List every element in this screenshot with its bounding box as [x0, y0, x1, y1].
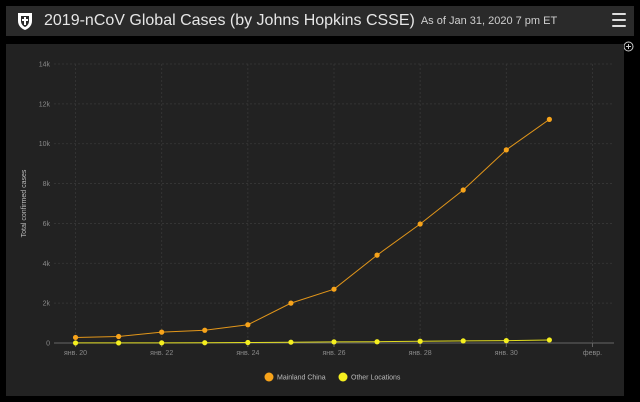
- data-point-1: [202, 340, 208, 346]
- data-point-1: [460, 338, 466, 344]
- data-point-0: [417, 221, 423, 227]
- legend-marker-1: [338, 372, 348, 382]
- data-point-1: [72, 340, 79, 346]
- y-tick-label: 4k: [43, 261, 51, 268]
- y-axis-title: Total confirmed cases: [21, 169, 28, 237]
- data-point-1: [116, 340, 122, 346]
- legend-marker-0: [264, 372, 274, 382]
- x-tick-label: февр.: [583, 350, 602, 357]
- data-point-0: [288, 300, 294, 306]
- data-point-1: [331, 339, 337, 345]
- data-point-0: [245, 322, 251, 328]
- series-line-1: [75, 339, 550, 344]
- y-tick-label: 14k: [39, 62, 51, 69]
- data-point-0: [460, 187, 466, 193]
- x-tick-label: янв. 30: [495, 350, 518, 357]
- data-point-1: [503, 338, 509, 344]
- legend-label-0: Mainland China: [277, 375, 326, 382]
- x-tick-label: янв. 22: [150, 350, 173, 357]
- y-tick-label: 2k: [43, 301, 51, 308]
- x-tick-label: янв. 24: [236, 350, 259, 357]
- y-tick-label: 12k: [39, 101, 51, 108]
- as-of-timestamp: As of Jan 31, 2020 7 pm ET: [420, 15, 558, 27]
- series-line-0: [75, 118, 550, 338]
- data-point-0: [116, 333, 122, 340]
- dashboard-header: 2019-nCoV Global Cases (by Johns Hopkins…: [6, 6, 634, 36]
- legend-label-1: Other Locations: [351, 375, 401, 382]
- chart-panel: 0 2k 4k 6k 8k 10k 12k 14k янв. 20 янв. 22 янв. 24 я…: [6, 44, 624, 396]
- x-tick-label: янв. 26: [322, 350, 345, 357]
- data-point-0: [546, 116, 552, 122]
- jhu-shield-icon: [14, 10, 36, 32]
- data-point-0: [374, 252, 380, 258]
- data-point-1: [374, 339, 380, 345]
- data-point-0: [503, 147, 509, 153]
- x-tick-label: янв. 28: [409, 350, 432, 357]
- dashboard-title: 2019-nCoV Global Cases (by Johns Hopkins…: [44, 12, 415, 29]
- data-point-1: [546, 337, 552, 343]
- cases-line-chart: 0 2k 4k 6k 8k 10k 12k 14k янв. 20 янв. 22 янв. 24 я…: [21, 62, 614, 382]
- data-point-1: [159, 340, 165, 346]
- data-point-1: [288, 339, 294, 345]
- data-point-0: [159, 329, 165, 335]
- data-point-0: [202, 327, 208, 333]
- data-point-1: [245, 339, 251, 346]
- y-tick-label: 10k: [39, 141, 51, 148]
- hamburger-menu-icon[interactable]: [612, 13, 626, 27]
- y-tick-label: 8k: [43, 181, 51, 188]
- y-tick-label: 0: [46, 341, 50, 348]
- data-point-0: [72, 334, 79, 341]
- x-tick-label: янв. 20: [64, 350, 87, 357]
- data-point-0: [331, 286, 337, 292]
- data-point-1: [417, 338, 423, 344]
- y-tick-label: 6k: [43, 221, 51, 228]
